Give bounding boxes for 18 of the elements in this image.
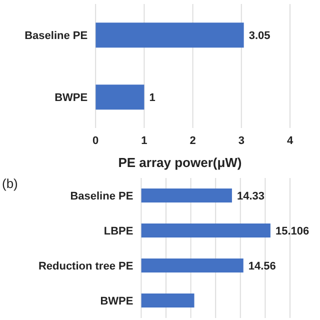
data-label: 14.56 xyxy=(248,260,276,272)
data-label: 3.05 xyxy=(248,30,270,42)
y-tick-label: BWPE xyxy=(54,92,88,104)
x-tick-label: 0 xyxy=(92,134,99,147)
x-tick-label: 3 xyxy=(238,134,244,147)
data-label: 14.33 xyxy=(236,190,264,202)
chart-title: PE array power(μW) xyxy=(117,154,243,172)
data-label: 1 xyxy=(149,92,156,104)
x-tick-label: 4 xyxy=(286,134,294,147)
y-tick-label: Baseline PE xyxy=(24,30,88,42)
y-tick-label: BWPE xyxy=(100,295,134,308)
y-tick-label: Baseline PE xyxy=(70,190,134,202)
x-tick-label: 2 xyxy=(190,134,196,147)
x-tick-label: 1 xyxy=(141,134,148,147)
data-label: 15.106 xyxy=(275,225,310,238)
text: (b) xyxy=(2,176,18,191)
y-tick-label: Reduction tree PE xyxy=(38,260,134,272)
y-tick-label: LBPE xyxy=(104,225,134,238)
